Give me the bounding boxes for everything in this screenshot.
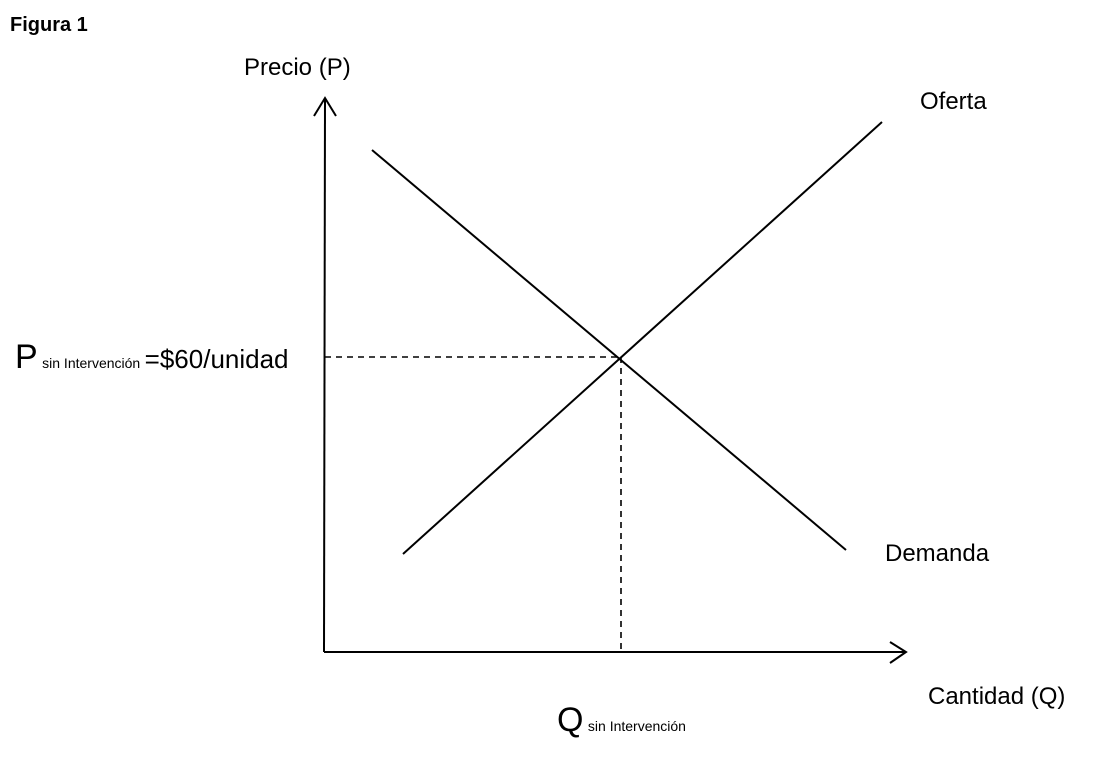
equilibrium-price-label: P sin Intervención =$60/unidad <box>15 338 289 376</box>
price-value: =$60/unidad <box>145 344 289 374</box>
y-axis <box>323 97 326 653</box>
y-axis-arrow <box>313 96 337 117</box>
x-axis-label: Cantidad (Q) <box>928 683 1065 710</box>
quantity-symbol: Q <box>557 701 583 739</box>
price-subscript: sin Intervención <box>42 355 140 371</box>
price-symbol: P <box>15 338 38 376</box>
demand-curve <box>371 149 847 551</box>
x-axis-arrow <box>889 641 908 664</box>
equilibrium-quantity-label: Q sin Intervención <box>557 701 686 739</box>
supply-label: Oferta <box>920 88 987 115</box>
quantity-subscript: sin Intervención <box>588 718 686 734</box>
supply-curve <box>402 121 883 555</box>
demand-label: Demanda <box>885 540 990 567</box>
y-axis-label: Precio (P) <box>244 54 351 81</box>
figure-title: Figura 1 <box>10 14 88 36</box>
